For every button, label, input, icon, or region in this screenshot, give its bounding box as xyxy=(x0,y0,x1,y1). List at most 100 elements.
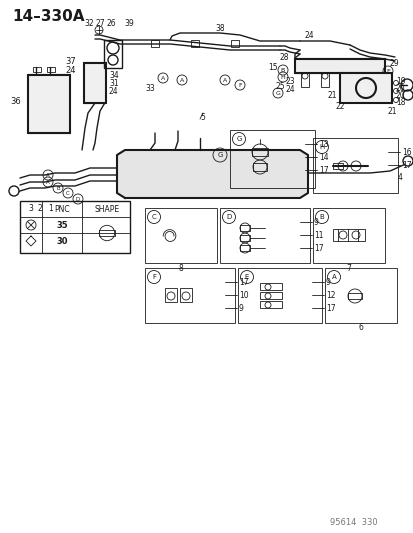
Bar xyxy=(332,229,364,241)
Bar xyxy=(259,292,281,299)
Text: 3: 3 xyxy=(28,204,33,213)
Bar xyxy=(237,268,321,323)
Text: 33: 33 xyxy=(145,84,154,93)
Bar xyxy=(240,225,249,231)
Bar xyxy=(252,148,267,156)
Bar xyxy=(145,268,235,323)
Bar xyxy=(151,40,159,47)
Text: 9: 9 xyxy=(238,303,243,312)
Text: 1: 1 xyxy=(48,204,52,213)
Text: D: D xyxy=(226,214,231,220)
Text: 5: 5 xyxy=(199,112,204,122)
Bar xyxy=(99,230,114,236)
Text: 4: 4 xyxy=(397,173,402,182)
Text: G: G xyxy=(275,91,280,95)
Text: G: G xyxy=(217,152,222,158)
Text: 23: 23 xyxy=(285,77,295,85)
Text: 20: 20 xyxy=(395,84,405,93)
Text: 15: 15 xyxy=(267,62,277,71)
Text: 7: 7 xyxy=(346,263,351,272)
Text: C: C xyxy=(151,214,156,220)
Bar xyxy=(339,73,391,103)
Bar xyxy=(190,40,199,47)
Text: 17: 17 xyxy=(325,303,335,312)
Bar xyxy=(360,73,368,87)
Text: A: A xyxy=(46,180,50,184)
Text: 39: 39 xyxy=(124,19,133,28)
Text: 12: 12 xyxy=(325,290,335,300)
Text: 34: 34 xyxy=(109,70,119,79)
Text: 30: 30 xyxy=(56,237,68,246)
Text: 95614  330: 95614 330 xyxy=(329,518,377,527)
Text: F: F xyxy=(237,83,241,87)
Text: C: C xyxy=(66,190,70,196)
Text: 17: 17 xyxy=(238,278,248,287)
Text: A: A xyxy=(161,76,165,80)
Text: 27: 27 xyxy=(96,19,105,28)
Text: 37: 37 xyxy=(65,56,76,66)
Bar xyxy=(219,208,309,263)
Text: SHAPE: SHAPE xyxy=(94,205,119,214)
Bar xyxy=(332,163,342,169)
Text: E: E xyxy=(385,69,389,74)
Text: 24: 24 xyxy=(304,30,314,39)
Text: B: B xyxy=(319,214,324,220)
Text: 14: 14 xyxy=(318,152,328,161)
Text: 24: 24 xyxy=(109,86,119,95)
Bar xyxy=(320,73,328,87)
Text: E: E xyxy=(244,274,249,280)
Bar xyxy=(312,208,384,263)
Text: A: A xyxy=(46,173,50,177)
Text: 21: 21 xyxy=(327,91,337,100)
Text: 10: 10 xyxy=(238,290,248,300)
Text: 24: 24 xyxy=(285,85,295,93)
Bar xyxy=(324,268,396,323)
Text: 36: 36 xyxy=(10,96,21,106)
Circle shape xyxy=(402,156,412,166)
Text: 21: 21 xyxy=(387,107,396,116)
Text: 38: 38 xyxy=(214,23,224,33)
Text: PNC: PNC xyxy=(54,205,70,214)
Text: B: B xyxy=(56,185,59,190)
Bar xyxy=(347,293,361,299)
Bar xyxy=(340,73,348,87)
Text: 14–330A: 14–330A xyxy=(12,9,84,24)
Text: 18: 18 xyxy=(395,98,404,107)
Text: A: A xyxy=(222,77,227,83)
Text: 19: 19 xyxy=(395,77,405,85)
Text: 16: 16 xyxy=(401,148,411,157)
Text: 35: 35 xyxy=(56,221,68,230)
Bar xyxy=(165,288,177,302)
Text: 8: 8 xyxy=(178,263,183,272)
Bar xyxy=(230,40,238,47)
Text: 24: 24 xyxy=(65,66,75,75)
Bar xyxy=(252,163,266,171)
Text: H: H xyxy=(318,144,324,150)
Bar xyxy=(47,67,55,72)
Circle shape xyxy=(9,186,19,196)
Text: 25: 25 xyxy=(275,82,285,91)
Bar xyxy=(84,63,106,103)
Bar xyxy=(20,201,130,253)
Text: 31: 31 xyxy=(109,78,119,87)
Text: 9: 9 xyxy=(325,278,330,287)
Bar xyxy=(259,283,281,290)
Text: 13: 13 xyxy=(318,140,328,149)
Text: A: A xyxy=(331,274,335,280)
Bar xyxy=(180,288,192,302)
Bar xyxy=(300,73,308,87)
Text: 26: 26 xyxy=(107,19,116,28)
Bar xyxy=(145,208,216,263)
Text: 29: 29 xyxy=(389,59,399,68)
Text: H: H xyxy=(280,75,285,79)
Bar xyxy=(312,138,397,193)
Text: 22: 22 xyxy=(335,101,345,110)
Text: 2: 2 xyxy=(38,204,43,213)
Text: 9: 9 xyxy=(313,217,318,227)
Text: 28: 28 xyxy=(279,52,289,61)
Text: 32: 32 xyxy=(84,19,93,28)
Polygon shape xyxy=(117,150,307,198)
Bar xyxy=(240,235,249,241)
Text: 20: 20 xyxy=(395,91,405,100)
Text: 6: 6 xyxy=(358,324,363,333)
